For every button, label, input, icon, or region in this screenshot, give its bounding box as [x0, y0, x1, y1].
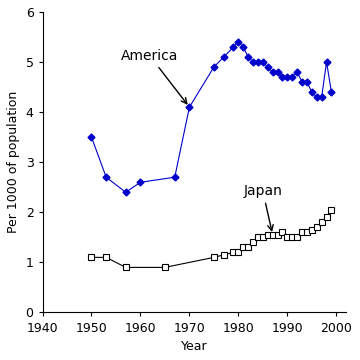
X-axis label: Year: Year [181, 340, 208, 353]
Text: America: America [121, 49, 187, 104]
Y-axis label: Per 1000 of population: Per 1000 of population [7, 91, 20, 233]
Text: Japan: Japan [243, 184, 282, 231]
